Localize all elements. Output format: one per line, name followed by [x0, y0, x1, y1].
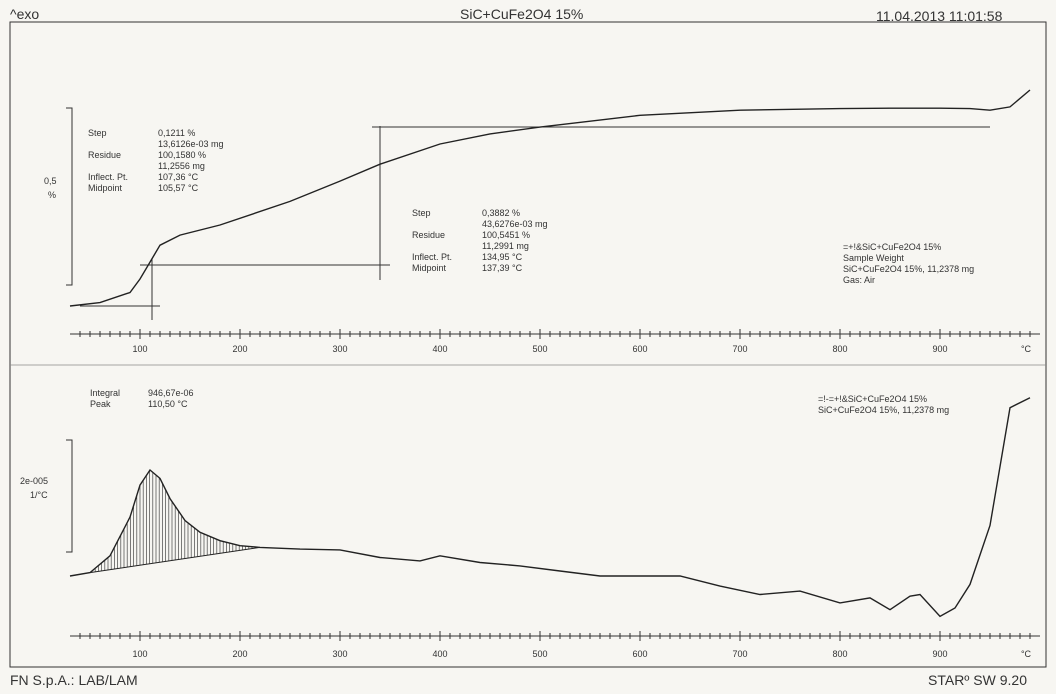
step1-label-inflect: Inflect. Pt. — [88, 172, 129, 182]
x-tick-label: 700 — [732, 344, 747, 354]
step1-value-step-mg: 13,6126e-03 mg — [158, 139, 224, 149]
x-tick-label: 300 — [332, 344, 347, 354]
top-legend-curve: =+!&SiC+CuFe2O4 15% — [843, 242, 942, 252]
exo-label: ^exo — [10, 6, 40, 22]
step2-value-step-mg: 43,6276e-03 mg — [482, 219, 548, 229]
step2-value-residue-mg: 11,2991 mg — [482, 241, 529, 251]
bottom-axis-ticks — [79, 631, 1031, 641]
step2-annotation: Step 0,3882 % 43,6276e-03 mg Residue 100,5… — [412, 208, 548, 274]
step2-value-residue: 100,5451 % — [482, 230, 531, 240]
peak-label: Peak — [90, 399, 111, 409]
x-tick-label: 100 — [132, 649, 147, 659]
x-tick-label: 500 — [532, 344, 547, 354]
step1-value-midpoint: 105,57 °C — [158, 183, 199, 193]
top-legend-sample-weight: Sample Weight — [843, 253, 904, 263]
footer-lab: FN S.p.A.: LAB/LAM — [10, 672, 138, 688]
page-title: SiC+CuFe2O4 15% — [460, 6, 584, 22]
bottom-scale-unit: 1/°C — [30, 490, 48, 500]
step1-value-step: 0,1211 % — [158, 128, 196, 138]
x-tick-label: 900 — [932, 649, 947, 659]
x-tick-label: 200 — [232, 649, 247, 659]
x-tick-label: 400 — [432, 344, 447, 354]
x-tick-label: 200 — [232, 344, 247, 354]
top-scale-bracket — [66, 107, 73, 286]
bottom-legend-curve: =!-=+!&SiC+CuFe2O4 15% — [818, 394, 928, 404]
step2-label-inflect: Inflect. Pt. — [412, 252, 453, 262]
bottom-legend-sample: SiC+CuFe2O4 15%, 11,2378 mg — [818, 405, 950, 415]
integral-baseline — [89, 546, 261, 574]
top-legend-sample: SiC+CuFe2O4 15%, 11,2378 mg — [843, 264, 975, 274]
step2-label-step: Step — [412, 208, 431, 218]
top-legend: =+!&SiC+CuFe2O4 15% Sample Weight SiC+Cu… — [843, 242, 974, 286]
step1-value-residue: 100,1580 % — [158, 150, 207, 160]
x-tick-label: 800 — [832, 344, 847, 354]
step-construction — [80, 126, 990, 320]
step1-value-inflect: 107,36 °C — [158, 172, 199, 182]
step2-value-inflect: 134,95 °C — [482, 252, 523, 262]
top-scale-unit: % — [48, 190, 57, 200]
datetime: 11.04.2013 11:01:58 — [876, 8, 1003, 24]
integral-value: 946,67e-06 — [148, 388, 194, 398]
integral-hatch — [91, 470, 259, 573]
x-tick-label: 100 — [132, 344, 147, 354]
x-tick-label: 600 — [632, 344, 647, 354]
axis-tick-labels: 100 200 300 400 500 600 700 800 900 °C 100 200 300 40… — [132, 344, 1031, 659]
step1-value-residue-mg: 11,2556 mg — [158, 161, 205, 171]
step2-label-residue: Residue — [412, 230, 446, 240]
bottom-legend: =!-=+!&SiC+CuFe2O4 15% SiC+CuFe2O4 15%, … — [818, 394, 949, 416]
tga-curve — [69, 89, 1031, 307]
step2-label-midpoint: Midpoint — [412, 263, 447, 273]
step1-annotation: Step 0,1211 % 13,6126e-03 mg Residue 100,1… — [88, 128, 224, 194]
top-scale-value: 0,5 — [44, 176, 57, 186]
integral-label: Integral — [90, 388, 121, 398]
step1-label-residue: Residue — [88, 150, 122, 160]
top-axis-ticks — [79, 329, 1031, 339]
x-tick-label: 800 — [832, 649, 847, 659]
chart-frame — [9, 21, 1047, 668]
x-tick-label: 300 — [332, 649, 347, 659]
x-axis-unit: °C — [1021, 344, 1032, 354]
bottom-scale-bracket — [66, 439, 73, 553]
x-tick-label: 400 — [432, 649, 447, 659]
integral-annotation: Integral 946,67e-06 Peak 110,50 °C — [90, 388, 194, 410]
step2-value-midpoint: 137,39 °C — [482, 263, 523, 273]
dtg-curve — [69, 397, 1031, 618]
x-tick-label: 500 — [532, 649, 547, 659]
step2-value-step: 0,3882 % — [482, 208, 521, 218]
peak-value: 110,50 °C — [148, 399, 188, 409]
x-tick-label: 900 — [932, 344, 947, 354]
x-tick-label: 600 — [632, 649, 647, 659]
x-tick-label: 700 — [732, 649, 747, 659]
step1-label-step: Step — [88, 128, 107, 138]
step1-label-midpoint: Midpoint — [88, 183, 123, 193]
top-legend-gas: Gas: Air — [843, 275, 876, 285]
bottom-scale-value: 2e-005 — [20, 476, 49, 486]
x-axis-unit: °C — [1021, 649, 1032, 659]
footer-software: STARº SW 9.20 — [928, 672, 1027, 688]
